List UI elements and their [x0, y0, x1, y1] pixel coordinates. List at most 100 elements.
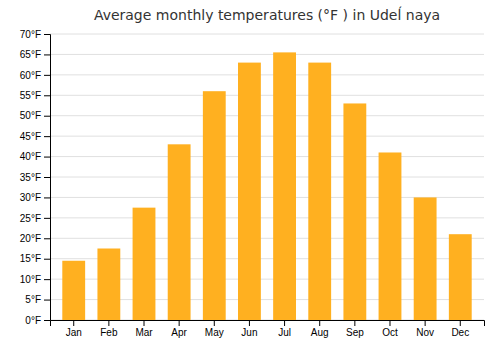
tick-label: 65°F	[20, 49, 41, 60]
bar	[97, 249, 120, 321]
tick: Apr	[171, 320, 187, 338]
tick: Oct	[382, 320, 398, 338]
tick-label: 55°F	[20, 90, 41, 101]
chart: 0°F 5°F 10°F 15°F 20°F 25°F 30°F 35°F 40°F 45°F 50…	[0, 0, 500, 350]
bar	[62, 261, 85, 320]
tick-mark	[44, 197, 50, 198]
bar	[273, 52, 296, 320]
tick-label: Aug	[311, 327, 329, 338]
tick-mark	[73, 320, 74, 326]
bar	[414, 197, 437, 320]
tick-mark	[389, 320, 390, 326]
x-axis: Jan Feb Mar Apr May Jun Jul Aug Sep Oct Nov Dec	[51, 320, 485, 338]
tick: 5°F	[25, 294, 50, 305]
tick: 60°F	[20, 70, 50, 81]
tick: 0°F	[25, 315, 50, 326]
tick-mark	[44, 157, 50, 158]
tick-label: 60°F	[20, 70, 41, 81]
bar	[203, 91, 226, 320]
tick: Jun	[241, 320, 257, 338]
tick-mark	[44, 320, 50, 321]
tick-label: Jul	[278, 327, 291, 338]
tick-mark	[144, 320, 145, 326]
tick-mark	[44, 300, 50, 301]
bar	[449, 234, 472, 320]
tick: 50°F	[20, 110, 50, 121]
tick: 70°F	[20, 29, 50, 40]
tick-mark	[44, 116, 50, 117]
tick-mark	[179, 320, 180, 326]
tick-mark	[460, 320, 461, 326]
tick: 20°F	[20, 233, 50, 244]
tick: 25°F	[20, 213, 50, 224]
grid-line	[50, 95, 484, 96]
tick: Jul	[278, 320, 291, 338]
tick-mark	[249, 320, 250, 326]
axis-line	[51, 321, 485, 327]
axis-line	[44, 35, 51, 321]
y-axis: 0°F 5°F 10°F 15°F 20°F 25°F 30°F 35°F 40°F 45°F 50…	[20, 29, 51, 326]
tick: Dec	[451, 320, 469, 338]
tick-mark	[214, 320, 215, 326]
tick-label: Oct	[382, 327, 398, 338]
tick-label: Dec	[451, 327, 469, 338]
tick-mark	[44, 54, 50, 55]
tick-label: Nov	[416, 327, 434, 338]
tick-mark	[44, 75, 50, 76]
tick: 30°F	[20, 192, 50, 203]
tick-mark	[354, 320, 355, 326]
tick-label: Jan	[66, 327, 82, 338]
title: Average monthly temperatures (°F ) in Ud…	[94, 6, 440, 23]
tick-label: Sep	[346, 327, 364, 338]
tick-label: 30°F	[20, 192, 41, 203]
tick: Mar	[135, 320, 153, 338]
tick-mark	[44, 95, 50, 96]
tick: 65°F	[20, 49, 50, 60]
grid-line	[50, 54, 484, 55]
bar	[238, 63, 261, 320]
tick-label: 5°F	[25, 294, 41, 305]
tick: 10°F	[20, 274, 50, 285]
grid	[50, 34, 484, 320]
tick: Sep	[346, 320, 364, 338]
tick-label: Jun	[241, 327, 257, 338]
tick-label: 20°F	[20, 233, 41, 244]
tick-mark	[425, 320, 426, 326]
grid-line	[50, 156, 484, 157]
tick-mark	[44, 238, 50, 239]
bar	[379, 152, 402, 320]
tick: 40°F	[20, 151, 50, 162]
tick-label: Feb	[100, 327, 118, 338]
tick: Aug	[311, 320, 329, 338]
tick-label: 35°F	[20, 172, 41, 183]
grid-line	[50, 177, 484, 178]
tick-label: 25°F	[20, 213, 41, 224]
bar	[343, 103, 366, 320]
tick-label: 70°F	[20, 29, 41, 40]
tick-mark	[44, 259, 50, 260]
tick-mark	[44, 279, 50, 280]
tick-label: 0°F	[25, 315, 41, 326]
tick: 45°F	[20, 131, 50, 142]
tick-mark	[44, 136, 50, 137]
tick-label: 45°F	[20, 131, 41, 142]
grid-line	[50, 115, 484, 116]
plot: 0°F 5°F 10°F 15°F 20°F 25°F 30°F 35°F 40°F 45°F 50…	[20, 29, 485, 338]
tick-mark	[44, 34, 50, 35]
grid-line	[50, 136, 484, 137]
tick: 55°F	[20, 90, 50, 101]
tick-mark	[44, 218, 50, 219]
bars	[62, 52, 471, 320]
tick: May	[205, 320, 224, 338]
tick: Feb	[100, 320, 118, 338]
bar	[308, 63, 331, 320]
tick-label: Apr	[171, 327, 187, 338]
tick-label: 10°F	[20, 274, 41, 285]
grid-line	[50, 74, 484, 75]
bar	[168, 144, 191, 320]
tick: Jan	[66, 320, 82, 338]
tick: 15°F	[20, 253, 50, 264]
tick-label: 40°F	[20, 151, 41, 162]
tick: Nov	[416, 320, 434, 338]
tick-label: May	[205, 327, 224, 338]
